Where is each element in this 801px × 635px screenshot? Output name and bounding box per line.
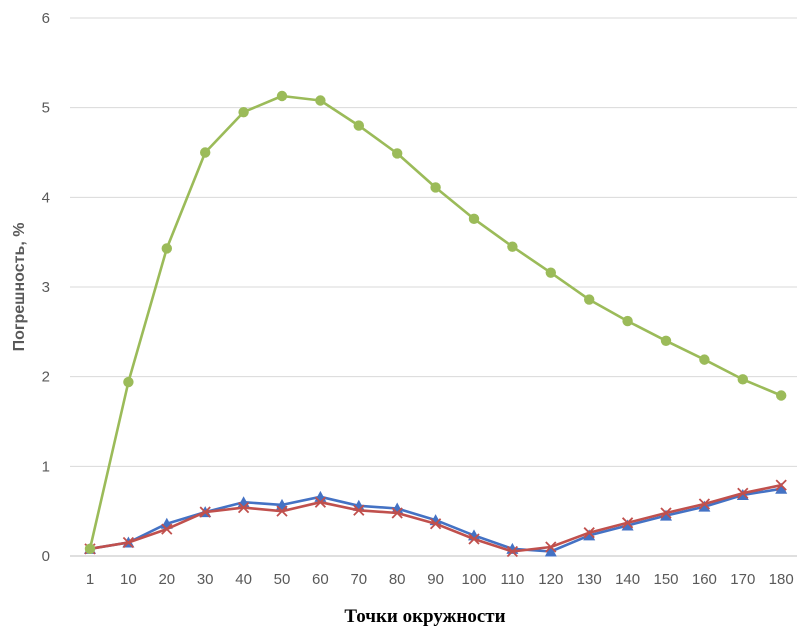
x-tick-label: 60 (312, 571, 329, 588)
data-point (507, 241, 518, 252)
data-point (161, 523, 173, 535)
data-point (583, 527, 595, 539)
data-point (776, 390, 787, 401)
x-axis-ticks: 1 10 20 30 40 50 60 70 80 90 100 110 120 130 140 150 160… (86, 571, 794, 588)
y-axis-title: Погрешность, % (11, 223, 28, 352)
data-point (737, 487, 749, 499)
data-point (698, 500, 711, 512)
x-tick-label: 10 (120, 571, 137, 588)
data-point (238, 106, 249, 118)
data-point (584, 294, 595, 305)
data-point (430, 182, 441, 193)
x-tick-label: 120 (538, 571, 563, 588)
x-tick-label: 90 (427, 571, 444, 588)
x-tick-label: 50 (274, 571, 291, 588)
data-point (775, 479, 787, 491)
data-point (775, 482, 788, 494)
data-point (353, 120, 364, 131)
data-point (621, 519, 634, 531)
data-point (545, 541, 557, 553)
x-tick-label: 70 (350, 571, 367, 588)
data-point (199, 506, 211, 518)
data-point (699, 354, 710, 365)
data-point (468, 533, 480, 545)
data-point (660, 507, 672, 519)
x-tick-label: 1 (86, 571, 94, 588)
y-tick-label: 4 (42, 189, 50, 206)
data-point (660, 335, 672, 346)
y-tick-label: 0 (42, 548, 50, 565)
data-point (353, 504, 365, 516)
x-tick-label: 20 (158, 571, 175, 588)
data-point (237, 501, 250, 514)
data-point (276, 505, 288, 517)
data-point (698, 498, 711, 510)
series-circle (84, 90, 787, 555)
data-point (84, 543, 96, 555)
data-point (429, 518, 442, 530)
y-tick-label: 5 (42, 100, 50, 117)
data-point (621, 517, 634, 529)
data-point (315, 95, 326, 106)
data-point (506, 545, 519, 558)
x-tick-label: 130 (577, 571, 602, 588)
x-axis-title: Точки окружности (344, 606, 505, 627)
data-point (200, 147, 211, 158)
x-tick-label: 80 (389, 571, 406, 588)
data-point (314, 496, 327, 508)
data-point (276, 90, 288, 102)
gridlines (70, 17, 797, 557)
x-tick-label: 170 (730, 571, 755, 588)
x-tick-label: 40 (235, 571, 252, 588)
y-tick-label: 1 (42, 458, 50, 475)
data-point (161, 243, 172, 254)
x-tick-label: 100 (461, 571, 486, 588)
data-point (737, 374, 748, 385)
series-group (84, 90, 788, 558)
x-tick-label: 160 (692, 571, 717, 588)
data-point (583, 529, 596, 541)
y-tick-label: 2 (42, 369, 50, 386)
data-point (314, 490, 327, 502)
x-tick-label: 140 (615, 571, 640, 588)
data-point (468, 213, 480, 225)
y-tick-label: 3 (42, 279, 50, 296)
y-tick-label: 6 (42, 10, 50, 27)
x-tick-label: 180 (769, 571, 794, 588)
x-tick-label: 110 (500, 571, 524, 588)
data-point (544, 545, 557, 557)
x-tick-label: 30 (197, 571, 214, 588)
x-tick-label: 150 (653, 571, 678, 588)
data-point (123, 376, 134, 388)
data-point (660, 509, 672, 521)
y-axis-ticks: 0 1 2 3 4 5 6 (42, 10, 50, 565)
series-x (84, 479, 787, 558)
data-point (122, 536, 135, 549)
data-point (392, 148, 403, 159)
data-point (391, 507, 403, 519)
series-line (88, 94, 783, 551)
data-point (622, 315, 633, 327)
data-point (545, 267, 556, 278)
